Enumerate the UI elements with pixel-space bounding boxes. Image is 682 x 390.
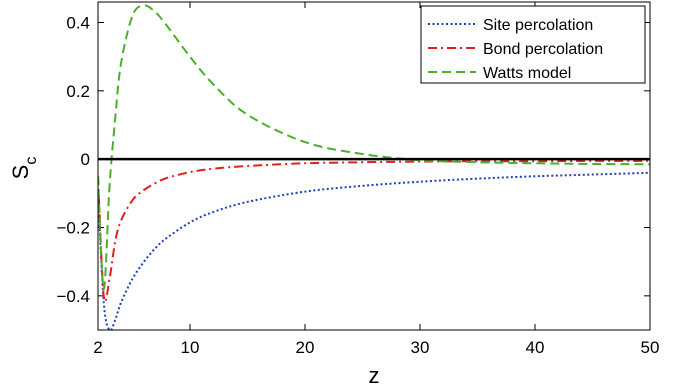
x-tick-label: 40: [526, 338, 545, 357]
y-axis-label-main: S: [8, 165, 33, 180]
svg-text:Sc: Sc: [8, 157, 40, 180]
site-percolation-line: [98, 171, 650, 330]
x-axis-label: z: [369, 363, 380, 388]
y-axis-label-subscript: c: [23, 157, 40, 165]
y-tick-label: −0.4: [56, 287, 90, 306]
y-tick-label: 0.2: [66, 82, 90, 101]
watts-model-line: [98, 4, 650, 291]
plot-frame: [97, 1, 651, 331]
series-layer: [98, 4, 650, 330]
y-tick-label: 0: [81, 150, 90, 169]
x-tick-label: 20: [296, 338, 315, 357]
y-tick-label: 0.4: [66, 14, 90, 33]
x-tick-label: 30: [411, 338, 430, 357]
legend-label-watts-model: Watts model: [483, 65, 571, 82]
tick-labels: 2 10 20 30 40 50 −0.4 −0.2 0 0.2 0.4: [56, 14, 659, 358]
y-axis-label: Sc: [8, 157, 40, 180]
legend-label-site-percolation: Site percolation: [483, 17, 593, 34]
x-tick-label: 50: [641, 338, 660, 357]
legend-label-bond-percolation: Bond percolation: [483, 41, 603, 58]
x-tick-label: 2: [93, 338, 102, 357]
legend-box: [420, 5, 646, 84]
y-tick-label: −0.2: [56, 219, 90, 238]
x-tick-label: 10: [181, 338, 200, 357]
legend: Site percolation Bond percolation Watts mo…: [420, 5, 646, 84]
